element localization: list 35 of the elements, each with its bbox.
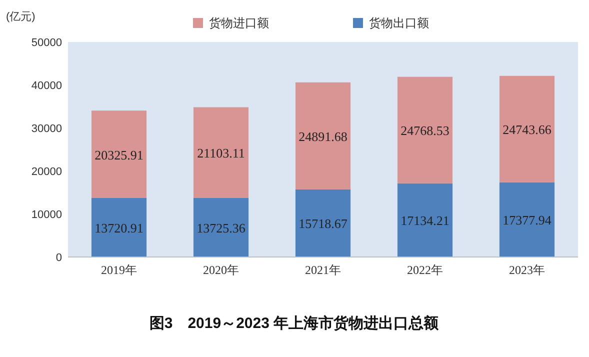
y-tick-label: 40000 bbox=[31, 80, 62, 92]
data-label: 24768.53 bbox=[400, 123, 450, 138]
bar bbox=[499, 76, 555, 182]
legend-label: 货物出口额 bbox=[369, 16, 429, 30]
data-label: 13720.91 bbox=[94, 220, 144, 236]
y-tick-label: 30000 bbox=[31, 123, 62, 135]
bar bbox=[295, 189, 351, 257]
data-label: 15718.67 bbox=[298, 216, 348, 232]
bar bbox=[397, 76, 453, 184]
bar bbox=[91, 110, 147, 198]
x-tick-label: 2022年 bbox=[407, 263, 443, 277]
y-tick-label: 10000 bbox=[31, 209, 62, 221]
data-label: 17134.21 bbox=[400, 213, 450, 228]
data-label: 17377.94 bbox=[502, 212, 552, 228]
text: 图3 2019～2023 年上海市货物进出口总额 bbox=[149, 314, 440, 332]
data-label: 24891.68 bbox=[298, 128, 348, 144]
bar bbox=[295, 82, 351, 190]
bar bbox=[397, 183, 453, 257]
y-tick-label: 0 bbox=[56, 252, 62, 264]
x-tick-label: 2021年 bbox=[305, 263, 341, 277]
data-label: 20325.91 bbox=[94, 147, 144, 162]
bar bbox=[91, 198, 147, 257]
bar bbox=[193, 107, 249, 198]
y-tick-label: 50000 bbox=[31, 37, 62, 49]
x-tick-label: 2023年 bbox=[509, 263, 545, 277]
bar bbox=[499, 182, 555, 257]
y-axis-title: (亿元) bbox=[6, 11, 36, 23]
data-label: 13725.36 bbox=[196, 220, 246, 236]
data-label: 21103.11 bbox=[197, 146, 245, 161]
y-tick-label: 20000 bbox=[31, 166, 62, 178]
bar bbox=[193, 198, 249, 257]
legend-label: 货物进口额 bbox=[209, 16, 269, 30]
x-tick-label: 2020年 bbox=[203, 263, 239, 277]
x-tick-label: 2019年 bbox=[101, 263, 137, 277]
data-label: 24743.66 bbox=[502, 122, 552, 138]
